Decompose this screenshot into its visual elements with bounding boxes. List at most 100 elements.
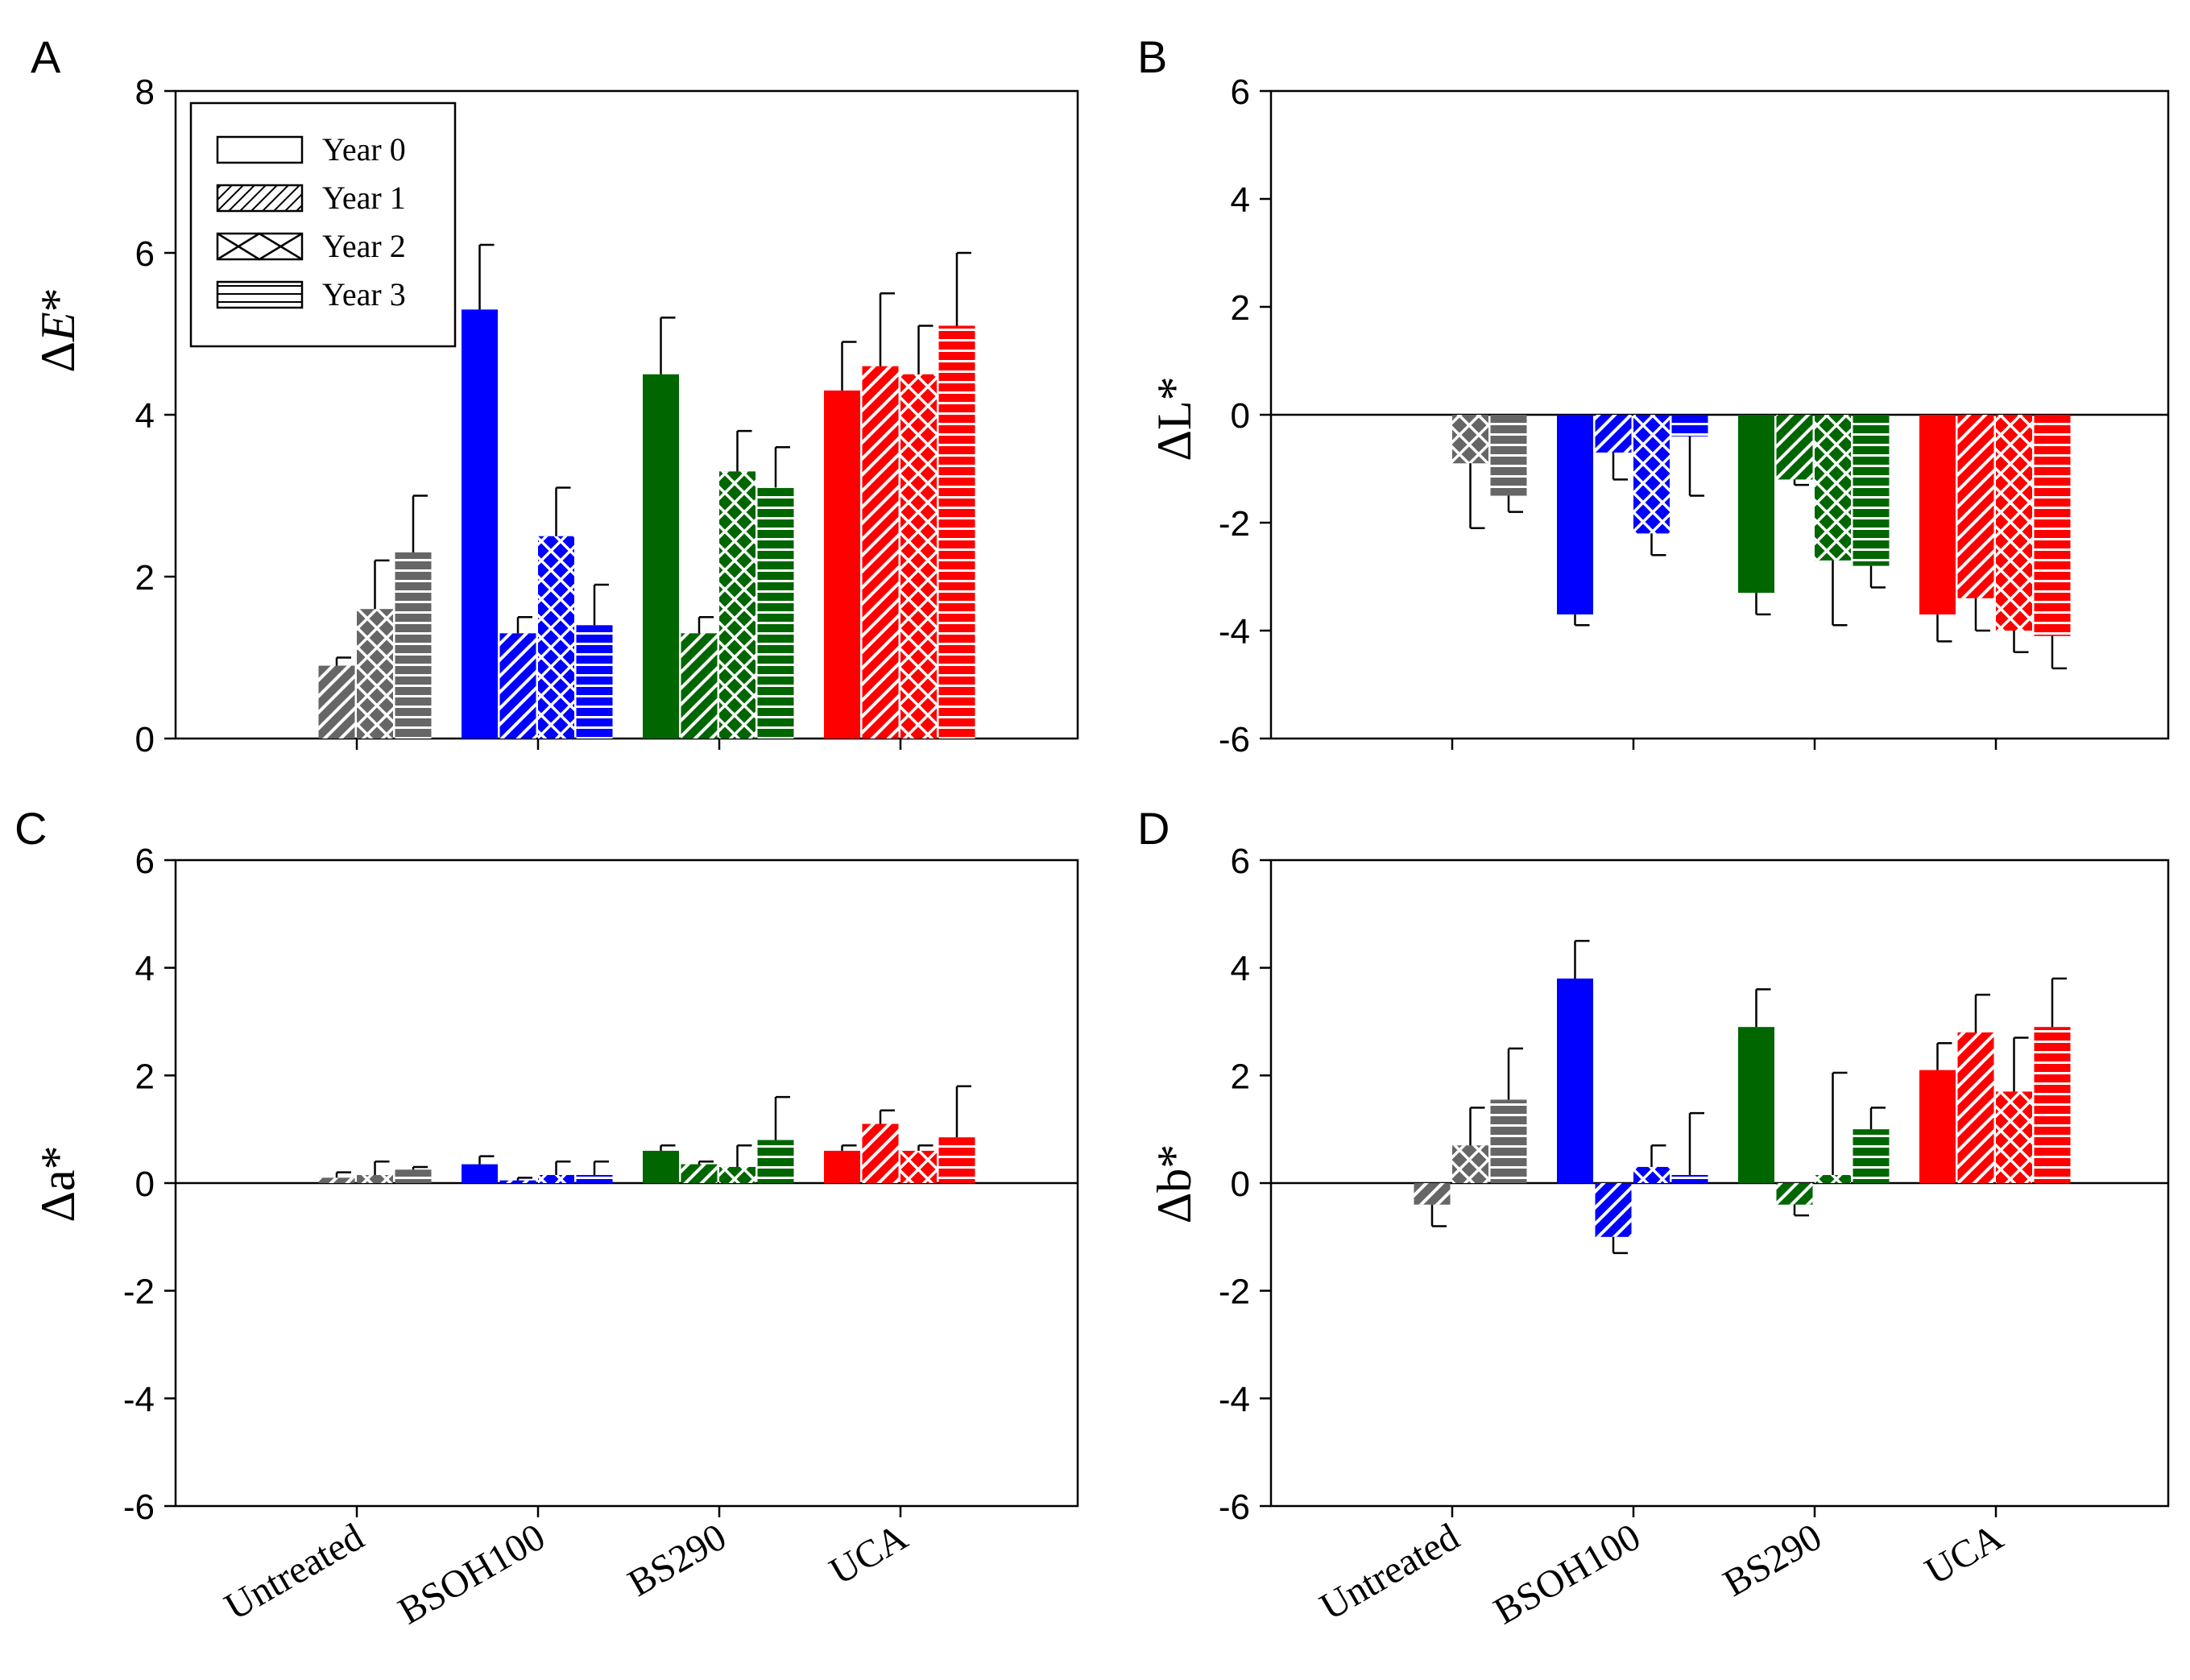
legend-swatch-year1 <box>216 184 304 213</box>
y-tick-label-c: 4 <box>135 950 155 989</box>
bar-c-bsoh100-year0 <box>462 1164 498 1183</box>
bar-d-uca-year3-hatch <box>2034 1027 2071 1183</box>
y-tick-label-b: -4 <box>1219 612 1250 652</box>
bar-c-bs290-year3-hatch <box>757 1140 794 1183</box>
category-label-c-bs290: BS290 <box>621 1516 734 1605</box>
bar-d-untreated-year3-hatch <box>1490 1099 1527 1183</box>
category-label-c-bsoh100: BSOH100 <box>391 1516 553 1633</box>
y-tick-label-b: -6 <box>1219 720 1250 759</box>
y-tick-label-d: 6 <box>1231 842 1250 881</box>
y-tick-label-a: 4 <box>135 396 155 436</box>
plot-area-d: -6 -4 -2 0 2 4 6 Untreated BSOH100 BS290 UCA <box>1219 842 2170 1633</box>
bar-a-bs290-year1-hatch <box>681 633 718 739</box>
bar-a-uca-year2-hatch <box>900 374 937 739</box>
y-tick-label-c: -6 <box>123 1488 155 1527</box>
y-tick-label-d: 0 <box>1231 1165 1250 1204</box>
category-label-d-bsoh100: BSOH100 <box>1487 1516 1648 1633</box>
bar-a-untreated-year3-hatch <box>395 552 432 739</box>
y-tick-label-b: 2 <box>1231 288 1250 328</box>
bar-d-uca-year1-hatch <box>1957 1032 1994 1183</box>
legend-swatch-year3 <box>216 280 304 309</box>
bar-b-untreated-year3-hatch <box>1490 415 1527 496</box>
y-axis-label-b: ΔL* <box>1148 376 1201 461</box>
bar-b-bsoh100-year3-hatch <box>1671 415 1708 437</box>
bar-c-uca-year3-hatch <box>938 1137 975 1183</box>
bar-d-bs290-year3-hatch <box>1853 1129 1890 1183</box>
y-tick-label-a: 0 <box>135 720 155 759</box>
panel-letter-a: A <box>31 31 61 82</box>
bar-d-bsoh100-year2-hatch <box>1633 1166 1670 1183</box>
y-tick-label-b: -2 <box>1219 504 1250 544</box>
y-tick-label-d: 4 <box>1231 950 1250 989</box>
bar-c-bs290-year0 <box>643 1150 679 1183</box>
legend-swatch-year2 <box>216 232 304 261</box>
category-label-c-uca: UCA <box>822 1515 915 1593</box>
bar-a-uca-year3-hatch <box>938 325 975 739</box>
panel-letter-b: B <box>1137 31 1167 82</box>
legend-label-year1: Year 1 <box>322 180 406 216</box>
bar-b-untreated-year2-hatch <box>1452 415 1488 464</box>
legend-label-year3: Year 3 <box>322 276 406 312</box>
bar-a-uca-year0 <box>824 390 860 739</box>
bar-d-bsoh100-year1-hatch <box>1595 1183 1632 1237</box>
bar-a-untreated-year2-hatch <box>357 609 393 739</box>
legend: Year 0 Year 1 Year 2 Year 3 <box>189 101 457 348</box>
y-tick-label-a: 6 <box>135 234 155 274</box>
bar-b-bsoh100-year2-hatch <box>1633 415 1670 534</box>
bar-b-bsoh100-year0 <box>1557 415 1593 614</box>
bar-d-bs290-year1-hatch <box>1776 1183 1813 1205</box>
plot-area-a: 0 2 4 6 8 <box>135 72 1079 759</box>
bar-c-untreated-year2-hatch <box>357 1174 393 1183</box>
y-tick-label-d: 2 <box>1231 1057 1250 1096</box>
bar-d-bs290-year0 <box>1738 1027 1774 1183</box>
bar-a-bs290-year3-hatch <box>757 487 794 739</box>
panel-d: D Δb* -6 -4 -2 0 2 4 6 Untreated BSOH100 BS290 UCA <box>1137 803 2170 1633</box>
y-tick-label-a: 8 <box>135 72 155 112</box>
y-tick-label-c: -4 <box>123 1380 155 1419</box>
y-axis-label-d: Δb* <box>1148 1144 1201 1224</box>
y-tick-label-d: -4 <box>1219 1380 1250 1419</box>
y-tick-label-b: 0 <box>1231 396 1250 436</box>
bar-b-bs290-year3-hatch <box>1853 415 1890 566</box>
y-tick-label-d: -6 <box>1219 1488 1250 1527</box>
bar-b-bs290-year2-hatch <box>1815 415 1851 561</box>
bar-b-uca-year1-hatch <box>1957 415 1994 598</box>
y-axis-label-c: Δa* <box>31 1145 85 1222</box>
panel-a: A ΔE* 0 2 4 6 8 Year 0 Year 1 Year 2 Year 3 <box>31 31 1079 759</box>
y-tick-label-b: 6 <box>1231 72 1250 112</box>
bar-d-bs290-year2-hatch <box>1815 1174 1851 1183</box>
bar-c-bs290-year1-hatch <box>681 1164 718 1183</box>
bar-c-bsoh100-year1-hatch <box>499 1180 536 1183</box>
bar-c-uca-year1-hatch <box>862 1123 899 1183</box>
legend-swatch-year0 <box>216 135 304 164</box>
y-tick-label-c: 0 <box>135 1165 155 1204</box>
bar-d-uca-year2-hatch <box>1996 1091 2032 1183</box>
bar-a-bs290-year0 <box>643 374 679 739</box>
bar-b-bs290-year0 <box>1738 415 1774 594</box>
panel-c: C Δa* -6 -4 -2 0 2 4 6 Untreated BSOH100 BS290 UCA <box>14 803 1079 1633</box>
legend-label-year0: Year 0 <box>322 131 406 168</box>
bar-d-bsoh100-year3-hatch <box>1671 1174 1708 1183</box>
bar-c-untreated-year3-hatch <box>395 1169 432 1183</box>
plot-area-b: -6 -4 -2 0 2 4 6 <box>1219 72 2170 759</box>
bar-a-untreated-year1-hatch <box>318 665 355 739</box>
bar-c-bs290-year2-hatch <box>719 1166 756 1183</box>
bar-d-uca-year0 <box>1919 1070 1956 1183</box>
bar-c-bsoh100-year2-hatch <box>538 1174 574 1183</box>
bar-a-bsoh100-year2-hatch <box>538 536 574 739</box>
y-tick-label-c: 2 <box>135 1057 155 1096</box>
bar-c-untreated-year1-hatch <box>318 1177 355 1183</box>
bar-a-bs290-year2-hatch <box>719 471 756 739</box>
bar-d-untreated-year2-hatch <box>1452 1145 1488 1183</box>
panel-letter-d: D <box>1137 803 1170 854</box>
panel-b: B ΔL* -6 -4 -2 0 2 4 6 <box>1137 31 2170 759</box>
bar-a-bsoh100-year3-hatch <box>576 625 613 739</box>
bar-b-uca-year3-hatch <box>2034 415 2071 636</box>
bar-a-bsoh100-year0 <box>462 309 498 739</box>
y-tick-label-b: 4 <box>1231 180 1250 220</box>
category-label-c-untreated: Untreated <box>217 1516 371 1629</box>
bar-a-bsoh100-year1-hatch <box>499 633 536 739</box>
bar-b-uca-year2-hatch <box>1996 415 2032 631</box>
bar-a-uca-year1-hatch <box>862 366 899 739</box>
